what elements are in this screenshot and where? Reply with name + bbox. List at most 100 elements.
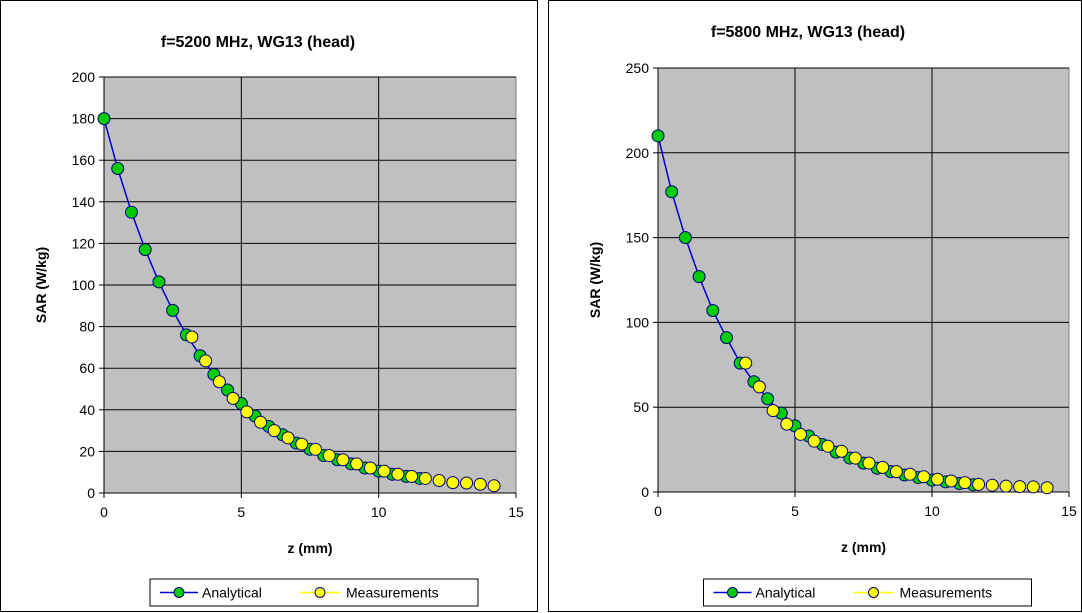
measurement-point bbox=[752, 380, 766, 394]
analytical-point bbox=[138, 243, 152, 257]
y-axis-title: SAR (W/kg) bbox=[33, 247, 49, 323]
measurement-point bbox=[226, 391, 240, 405]
y-tick-label: 140 bbox=[72, 194, 96, 210]
y-tick-label: 20 bbox=[79, 443, 95, 459]
x-tick-label: 15 bbox=[508, 504, 524, 520]
legend-measurements-marker bbox=[868, 587, 879, 598]
measurement-point bbox=[889, 465, 903, 479]
measurement-point bbox=[848, 451, 862, 465]
measurement-point bbox=[766, 404, 780, 418]
y-tick-label: 100 bbox=[72, 277, 96, 293]
y-tick-label: 200 bbox=[626, 145, 650, 161]
x-tick-label: 0 bbox=[654, 503, 662, 519]
measurement-point bbox=[944, 474, 958, 488]
measurement-point bbox=[281, 431, 295, 445]
measurement-point bbox=[793, 427, 807, 441]
y-tick-label: 60 bbox=[79, 360, 95, 376]
measurement-point bbox=[405, 469, 419, 483]
measurement-point bbox=[336, 453, 350, 467]
chart-panel-5800: f=5800 MHz, WG13 (head) 0 50 100 150 200 250 0 5… bbox=[548, 0, 1082, 612]
x-tick-label: 5 bbox=[237, 504, 245, 520]
analytical-point bbox=[111, 162, 125, 176]
y-tick-label: 40 bbox=[79, 402, 95, 418]
measurement-point bbox=[473, 477, 487, 491]
chart-title: f=5200 MHz, WG13 (head) bbox=[161, 34, 355, 51]
chart-title: f=5800 MHz, WG13 (head) bbox=[711, 24, 905, 41]
legend-analytical-marker bbox=[727, 587, 738, 598]
measurement-point bbox=[1040, 481, 1054, 495]
measurement-point bbox=[446, 476, 460, 490]
measurement-point bbox=[930, 472, 944, 486]
measurement-point bbox=[322, 449, 336, 463]
measurement-point bbox=[212, 375, 226, 389]
measurement-point bbox=[295, 437, 309, 451]
analytical-point bbox=[651, 129, 665, 143]
measurement-point bbox=[391, 467, 405, 481]
legend-measurements-marker bbox=[314, 587, 326, 598]
measurement-point bbox=[1026, 480, 1040, 494]
legend-analytical-marker bbox=[173, 587, 185, 598]
x-tick-label: 10 bbox=[371, 504, 387, 520]
measurement-point bbox=[739, 356, 753, 370]
y-tick-label: 150 bbox=[626, 230, 650, 246]
y-tick-label: 0 bbox=[641, 484, 649, 500]
measurement-point bbox=[972, 477, 986, 491]
chart-panel-5200: f=5200 MHz, WG13 (head) 0 20 40 60 80 100 120 14… bbox=[0, 0, 538, 612]
measurement-point bbox=[460, 476, 474, 490]
measurement-point bbox=[377, 464, 391, 478]
measurement-point bbox=[876, 460, 890, 474]
measurement-point bbox=[1013, 480, 1027, 494]
measurement-point bbox=[862, 456, 876, 470]
x-tick-label: 15 bbox=[1061, 503, 1077, 519]
legend-measurements-label: Measurements bbox=[900, 585, 993, 601]
analytical-point bbox=[720, 331, 733, 345]
y-tick-label: 120 bbox=[72, 235, 96, 251]
y-tick-label: 50 bbox=[633, 399, 649, 415]
measurement-point bbox=[958, 476, 972, 490]
sar-chart-5800: f=5800 MHz, WG13 (head) 0 50 100 150 200 250 0 5… bbox=[587, 24, 1077, 607]
measurement-point bbox=[487, 479, 501, 493]
measurement-point bbox=[254, 415, 268, 429]
y-tick-label: 80 bbox=[79, 319, 95, 335]
measurement-point bbox=[917, 470, 931, 484]
measurement-point bbox=[199, 354, 213, 368]
x-tick-label: 5 bbox=[791, 503, 799, 519]
measurement-point bbox=[240, 405, 254, 419]
analytical-point bbox=[166, 303, 180, 317]
analytical-point bbox=[706, 304, 720, 318]
y-tick-label: 100 bbox=[626, 314, 650, 330]
legend: Analytical Measurements bbox=[149, 578, 479, 607]
measurement-point bbox=[432, 474, 446, 488]
y-tick-label: 250 bbox=[626, 60, 650, 76]
x-axis-title: z (mm) bbox=[287, 540, 332, 556]
y-tick-label: 200 bbox=[72, 69, 96, 85]
y-axis-title: SAR (W/kg) bbox=[587, 242, 603, 318]
measurement-point bbox=[780, 417, 794, 431]
measurement-point bbox=[821, 439, 835, 453]
measurement-point bbox=[308, 442, 322, 456]
x-tick-label: 0 bbox=[100, 504, 108, 520]
measurement-point bbox=[363, 461, 377, 475]
analytical-point bbox=[124, 205, 138, 219]
x-tick-label: 10 bbox=[924, 503, 940, 519]
analytical-point bbox=[665, 185, 679, 199]
y-tick-label: 0 bbox=[87, 485, 95, 501]
sar-chart-5200: f=5200 MHz, WG13 (head)02040608010012014… bbox=[33, 34, 524, 607]
measurement-point bbox=[418, 471, 432, 485]
measurement-point bbox=[807, 434, 821, 448]
analytical-point bbox=[692, 270, 706, 284]
analytical-point bbox=[152, 275, 166, 289]
analytical-point bbox=[761, 392, 775, 406]
x-axis-title: z (mm) bbox=[841, 539, 886, 555]
legend-analytical-label: Analytical bbox=[756, 585, 816, 601]
measurement-point bbox=[267, 424, 281, 438]
analytical-point bbox=[97, 112, 111, 126]
legend-measurements-label: Measurements bbox=[346, 585, 439, 601]
y-tick-label: 180 bbox=[72, 111, 96, 127]
measurement-point bbox=[350, 457, 364, 471]
plot-area bbox=[657, 67, 1070, 493]
measurement-point bbox=[999, 479, 1013, 493]
y-tick-label: 160 bbox=[72, 152, 96, 168]
measurement-point bbox=[835, 444, 849, 458]
analytical-point bbox=[678, 231, 692, 245]
